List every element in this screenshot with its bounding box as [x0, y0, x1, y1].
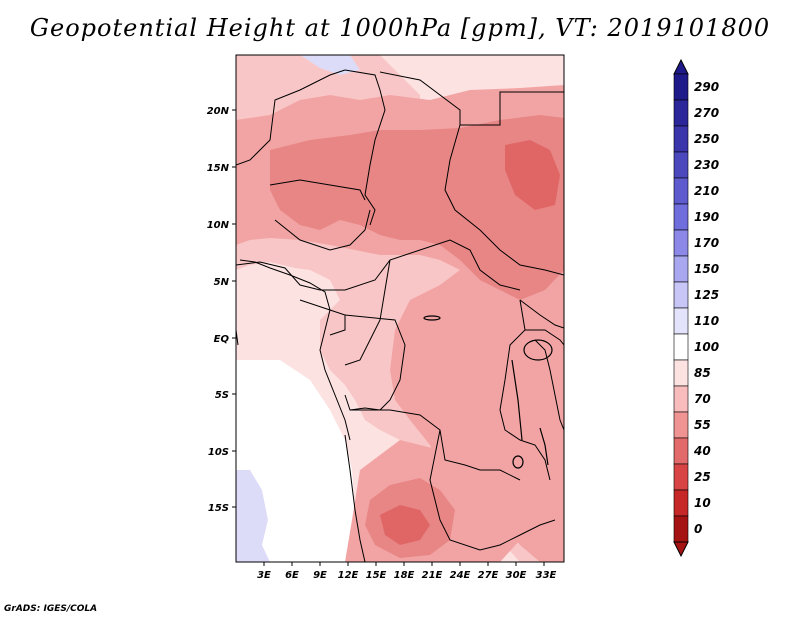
country-borders — [236, 69, 564, 562]
lat-label: 5N — [214, 277, 230, 288]
lat-label: 15N — [207, 163, 230, 174]
lat-labels: 20N 15N 10N 5N EQ 5S 10S 15S — [207, 106, 230, 514]
lat-label: EQ — [214, 334, 230, 345]
lat-label: 5S — [215, 390, 229, 401]
contour-ocean-white — [236, 360, 355, 562]
colorbar-cell — [673, 411, 689, 439]
lon-label: 33E — [536, 570, 557, 581]
colorbar-label: 190 — [694, 210, 719, 224]
contour-band-55-70 — [270, 115, 564, 300]
contour-band-40-55-south — [380, 505, 430, 545]
colorbar-cell — [673, 463, 689, 491]
lake-outline-2 — [512, 455, 524, 469]
colorbar-label: 70 — [694, 392, 711, 406]
lon-label: 21E — [422, 570, 443, 581]
lon-label: 15E — [366, 570, 387, 581]
colorbar-cell — [673, 333, 689, 361]
lon-label: 18E — [394, 570, 415, 581]
colorbar-cell — [673, 151, 689, 179]
colorbar: 2902702502302101901701501251101008570554… — [673, 58, 719, 558]
colorbar-cell — [673, 177, 689, 205]
colorbar-label: 110 — [694, 314, 719, 328]
colorbar-label: 290 — [694, 80, 719, 94]
map-title: Geopotential Height at 1000hPa [gpm], VT… — [29, 14, 771, 42]
colorbar-top-arrow — [673, 58, 689, 75]
contour-field — [236, 55, 564, 562]
colorbar-cell — [673, 281, 689, 309]
lon-label: 3E — [257, 570, 271, 581]
map-frame — [235, 54, 565, 563]
lon-labels: 3E 6E 9E 12E 15E 18E 21E 24E 27E 30E 33E — [257, 570, 556, 581]
colorbar-label: 125 — [694, 288, 719, 302]
colorbar-cell — [673, 73, 689, 101]
lon-label: 6E — [285, 570, 299, 581]
lake-malawi-outline — [539, 427, 549, 466]
colorbar-label: 170 — [694, 236, 719, 250]
lat-label: 20N — [207, 106, 230, 117]
colorbar-cell — [673, 125, 689, 153]
lat-label: 10N — [207, 220, 230, 231]
colorbar-cell — [673, 229, 689, 257]
colorbar-label: 270 — [694, 106, 719, 120]
colorbar-label: 0 — [694, 522, 702, 536]
colorbar-label: 210 — [694, 184, 719, 198]
colorbar-label: 55 — [694, 418, 711, 432]
lat-label: 15S — [208, 503, 229, 514]
colorbar-cell — [673, 385, 689, 413]
lon-ticks — [263, 562, 545, 566]
colorbar-label: 40 — [693, 444, 711, 458]
contour-band-40-55-east — [505, 140, 560, 210]
lon-label: 30E — [506, 570, 527, 581]
colorbar-label: 25 — [694, 470, 711, 484]
colorbar-cell — [673, 203, 689, 231]
lon-label: 24E — [450, 570, 471, 581]
colorbar-label: 250 — [694, 132, 719, 146]
lon-label: 9E — [313, 570, 327, 581]
colorbar-cell — [673, 489, 689, 517]
credit-text: GrADS: IGES/COLA — [4, 604, 98, 614]
lat-ticks — [232, 109, 236, 508]
colorbar-label: 100 — [694, 340, 719, 354]
colorbar-cell — [673, 99, 689, 127]
lon-label: 27E — [478, 570, 499, 581]
colorbar-cell — [673, 359, 689, 387]
colorbar-label: 10 — [694, 496, 711, 510]
lake-victoria-outline — [523, 339, 553, 361]
colorbar-cell — [673, 437, 689, 465]
lake-tanganyika-outline — [511, 359, 523, 441]
lakes — [423, 315, 553, 469]
lat-label: 10S — [208, 447, 229, 458]
contour-band-110-125-sw — [236, 470, 270, 562]
lake-outline — [423, 315, 441, 321]
colorbar-cell — [673, 307, 689, 335]
lon-label: 12E — [338, 570, 359, 581]
colorbar-label: 85 — [694, 366, 711, 380]
colorbar-cell — [673, 255, 689, 283]
colorbar-cell — [673, 515, 689, 543]
colorbar-label: 150 — [694, 262, 719, 276]
colorbar-label: 230 — [694, 158, 719, 172]
colorbar-bottom-arrow — [673, 541, 689, 558]
